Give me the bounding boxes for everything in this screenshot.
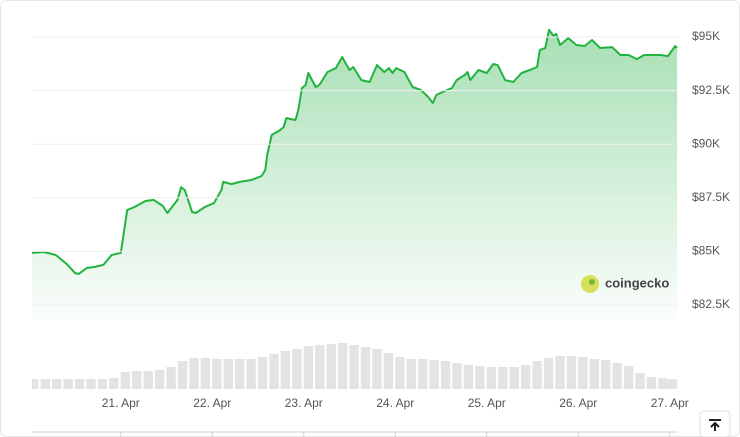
volume-bar [601,360,611,389]
volume-bar [406,359,416,389]
volume-bar [315,345,325,389]
price-area [32,29,678,321]
volume-bar [463,365,474,389]
volume-bar [429,360,439,389]
x-tick-label: 23. Apr [285,396,323,410]
scroll-top-button[interactable] [699,410,731,437]
y-tick-label: $87.5K [692,190,730,204]
volume-bar [486,367,497,389]
volume-bar [383,353,394,389]
volume-bar [509,367,519,389]
volume-bar [658,378,668,389]
volume-bar [303,346,314,389]
plot [32,28,678,389]
volume-bar [132,371,142,389]
volume-bar [223,359,233,389]
volume-bar [475,366,485,389]
volume-bar [40,379,50,389]
y-tick-label: $85K [692,244,720,258]
volume-bar [280,351,291,389]
volume-bar [200,358,211,389]
volume-bar [543,358,554,389]
logo-eye [589,279,595,285]
button-icon [710,421,720,431]
volume-bar [97,379,108,389]
x-tick-label: 22. Apr [193,396,231,410]
volume-bar [532,361,542,389]
volume-bar [177,361,188,389]
volume-bar [635,373,645,389]
x-tick-label: 25. Apr [468,396,506,410]
volume-bar [74,379,85,389]
volume-bar [143,371,153,389]
volume-bar [235,359,245,389]
volume-bar [120,372,131,389]
y-tick-label: $95K [692,29,720,43]
volume-bar [52,379,62,389]
volume-bar [555,356,565,389]
x-tick-label: 27. Apr [651,396,689,410]
volume-bar [623,366,634,389]
volume-bar [269,354,279,389]
volume-bar [498,367,508,389]
volume-bar [257,357,268,389]
volume-bar [589,359,599,389]
volume-bar [326,344,336,389]
volume-bar [520,365,531,389]
volume-bar [166,367,176,389]
volume-bar [440,361,451,389]
volume-bar [566,356,577,389]
volume-bar [189,358,199,389]
volume-bar [372,349,382,389]
x-tick-label: 21. Apr [102,396,140,410]
x-tick-label: 24. Apr [376,396,414,410]
volume-bar [418,359,428,389]
volume-bar [349,345,359,389]
volume-bar [337,343,348,389]
volume-bar [646,377,657,389]
volume-bar [292,349,302,389]
volume-bar [63,379,73,389]
y-tick-label: $92.5K [692,83,730,97]
price-line [32,28,678,275]
volume-bar [452,363,462,389]
volume-bar [395,357,405,389]
volume-bar [360,347,371,389]
volume-bar [109,378,119,389]
axes: $82.5K $85K $87.5K $90K $92.5K $95K 21. Apr 22.… [32,29,730,437]
volume-bar [612,363,622,389]
volume-bar [212,359,222,389]
y-tick-label: $90K [692,136,720,150]
y-tick-label: $82.5K [692,297,730,311]
volume-bar [246,359,256,389]
watermark: coingecko [605,275,669,290]
volume-bar [32,379,39,389]
volume-bar [86,379,96,389]
x-tick-label: 26. Apr [559,396,597,410]
volume-bar [578,357,588,389]
volume-bar [154,370,165,389]
volume-bar [667,379,678,389]
